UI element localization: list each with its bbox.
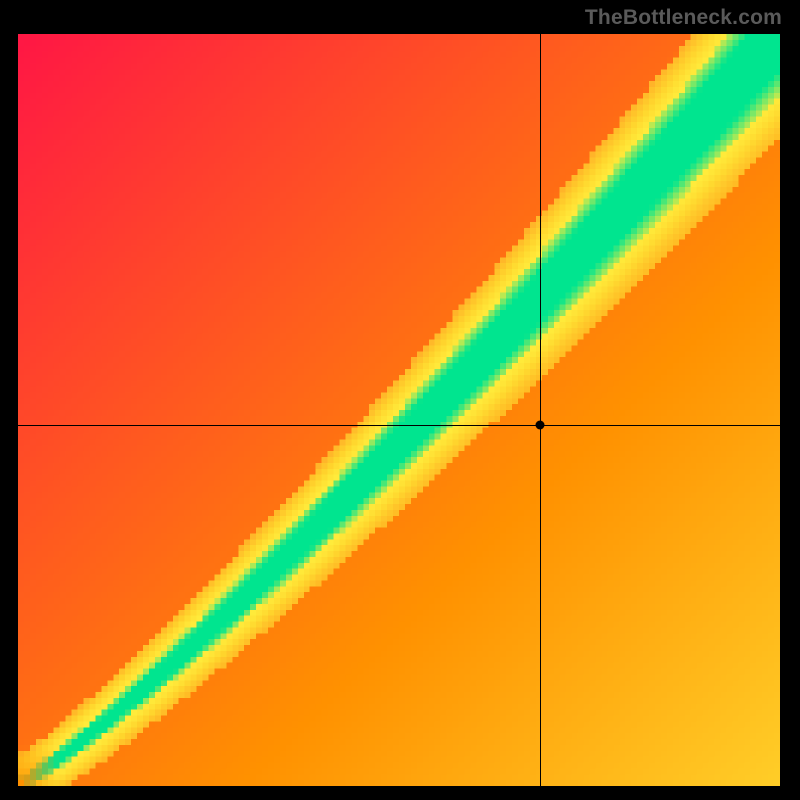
heatmap-plot: [18, 34, 780, 786]
watermark-text: TheBottleneck.com: [585, 6, 782, 30]
heatmap-canvas: [18, 34, 780, 786]
crosshair-vertical: [540, 34, 541, 786]
crosshair-marker: [535, 421, 544, 430]
crosshair-horizontal: [18, 425, 780, 426]
